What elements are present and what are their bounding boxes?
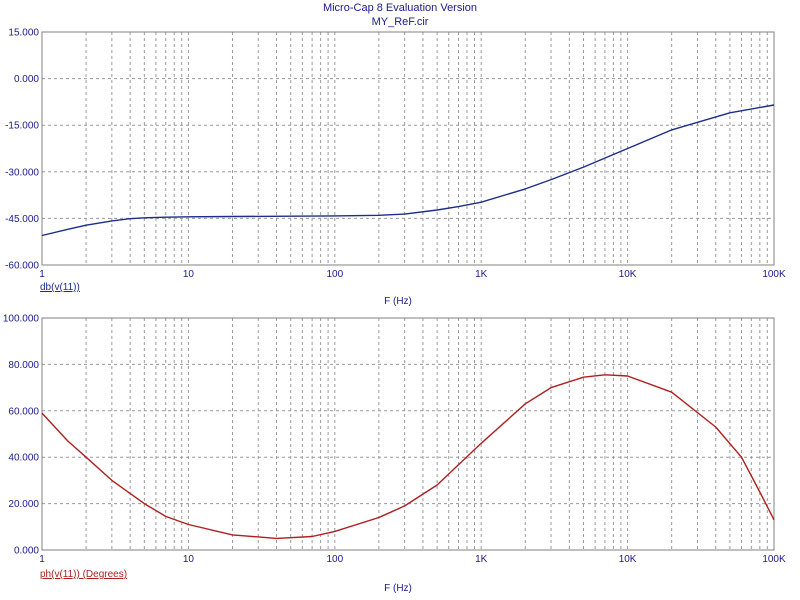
- phase-x-tick-label: 1K: [475, 554, 488, 565]
- phase-x-tick-label: 10: [183, 554, 195, 565]
- phase-x-axis-label: F (Hz): [384, 583, 412, 594]
- magnitude-y-tick-label: -30.000: [5, 167, 39, 178]
- phase-x-tick-label: 100K: [762, 554, 786, 565]
- phase-y-tick-label: 60.000: [8, 406, 39, 417]
- phase-plot-frame: [41, 317, 775, 551]
- magnitude-plot-frame: [41, 31, 775, 266]
- phase-x-tick-label: 1: [39, 554, 45, 565]
- magnitude-x-tick-label: 100K: [762, 269, 786, 280]
- phase-y-tick-label: 20.000: [8, 499, 39, 510]
- magnitude-y-tick-label: -60.000: [5, 261, 39, 272]
- magnitude-x-tick-label: 10: [183, 269, 195, 280]
- magnitude-trace-label: db(v(11)): [40, 282, 80, 293]
- magnitude-y-tick-label: 15.000: [8, 28, 39, 39]
- phase-trace-line: [41, 374, 775, 540]
- magnitude-x-tick-label: 100: [326, 269, 343, 280]
- app-title: Micro-Cap 8 Evaluation Version: [322, 2, 478, 14]
- magnitude-x-tick-label: 1: [39, 269, 45, 280]
- magnitude-trace-line: [41, 104, 775, 237]
- phase-y-tick-label: 80.000: [8, 360, 39, 371]
- magnitude-x-axis-label: F (Hz): [384, 296, 412, 307]
- magnitude-y-tick-label: -15.000: [5, 121, 39, 132]
- phase-x-tick-label: 10K: [619, 554, 637, 565]
- phase-x-tick-label: 100: [326, 554, 343, 565]
- circuit-file-title: MY_ReF.cir: [371, 16, 429, 28]
- phase-trace-label: ph(v(11)) (Degrees): [40, 569, 127, 580]
- phase-y-tick-label: 100.000: [3, 314, 40, 325]
- phase-y-tick-label: 40.000: [8, 453, 39, 464]
- magnitude-x-tick-label: 1K: [475, 269, 488, 280]
- phase-y-tick-label: 0.000: [14, 546, 39, 557]
- magnitude-x-tick-label: 10K: [619, 269, 637, 280]
- magnitude-y-tick-label: -45.000: [5, 214, 39, 225]
- magnitude-y-tick-label: 0.000: [14, 74, 39, 85]
